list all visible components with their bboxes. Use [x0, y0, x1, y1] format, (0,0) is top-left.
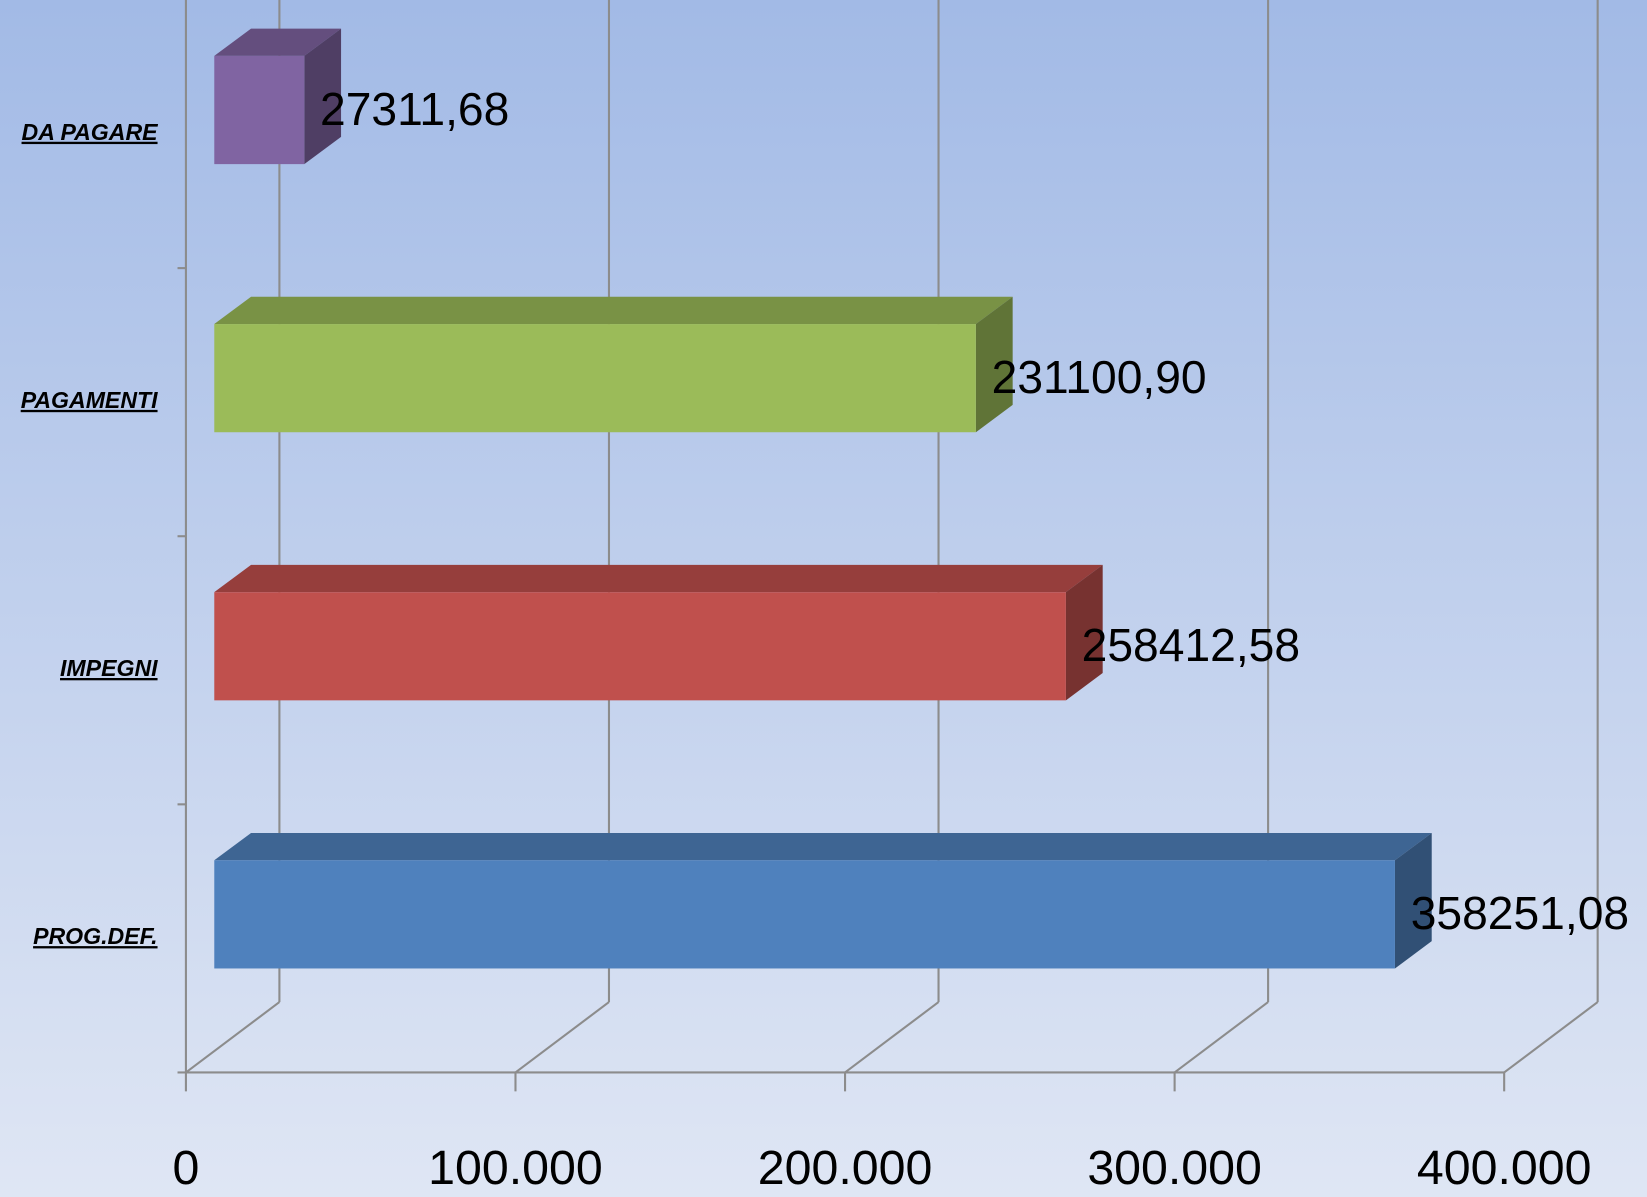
data-label: 358251,08	[1411, 887, 1629, 939]
y-tick-label: IMPEGNI	[60, 655, 158, 681]
bar	[214, 832, 1432, 969]
grid-line	[844, 1001, 940, 1074]
bar-front	[214, 860, 1395, 969]
bar	[214, 28, 342, 165]
y-tick-label: DA PAGARE	[22, 119, 159, 145]
y-tick-label: PAGAMENTI	[21, 387, 158, 413]
bar-top	[214, 28, 342, 56]
y-tick-label: PROG.DEF.	[33, 923, 157, 949]
grid-line	[185, 1001, 281, 1074]
grid-line	[1173, 1001, 1269, 1074]
bar-side	[975, 296, 1013, 433]
bar-front	[214, 592, 1066, 701]
grid-line	[1503, 1001, 1599, 1074]
bar-top	[214, 296, 1013, 325]
x-tick-label: 300.000	[1087, 1141, 1262, 1195]
bar-top	[214, 564, 1103, 593]
bar	[214, 296, 1013, 433]
grid-line	[514, 1001, 610, 1074]
x-tick-label: 0	[172, 1141, 199, 1195]
x-tick-label: 100.000	[428, 1141, 603, 1195]
bar-side	[1394, 832, 1432, 969]
bar-front	[214, 55, 305, 165]
bar-front	[214, 324, 976, 433]
bar-side	[304, 28, 342, 165]
x-tick-label: 400.000	[1417, 1141, 1592, 1195]
bar-side	[1065, 564, 1103, 701]
x-tick-label: 200.000	[758, 1141, 933, 1195]
data-label: 231100,90	[992, 351, 1207, 403]
bar-top	[214, 832, 1432, 861]
plot-area: 0 100.000 200.000 300.000 400.000 PROG.DEF. 35…	[21, 0, 1629, 1195]
data-label: 27311,68	[320, 83, 509, 135]
bar	[214, 564, 1103, 701]
data-label: 258412,58	[1082, 619, 1300, 671]
